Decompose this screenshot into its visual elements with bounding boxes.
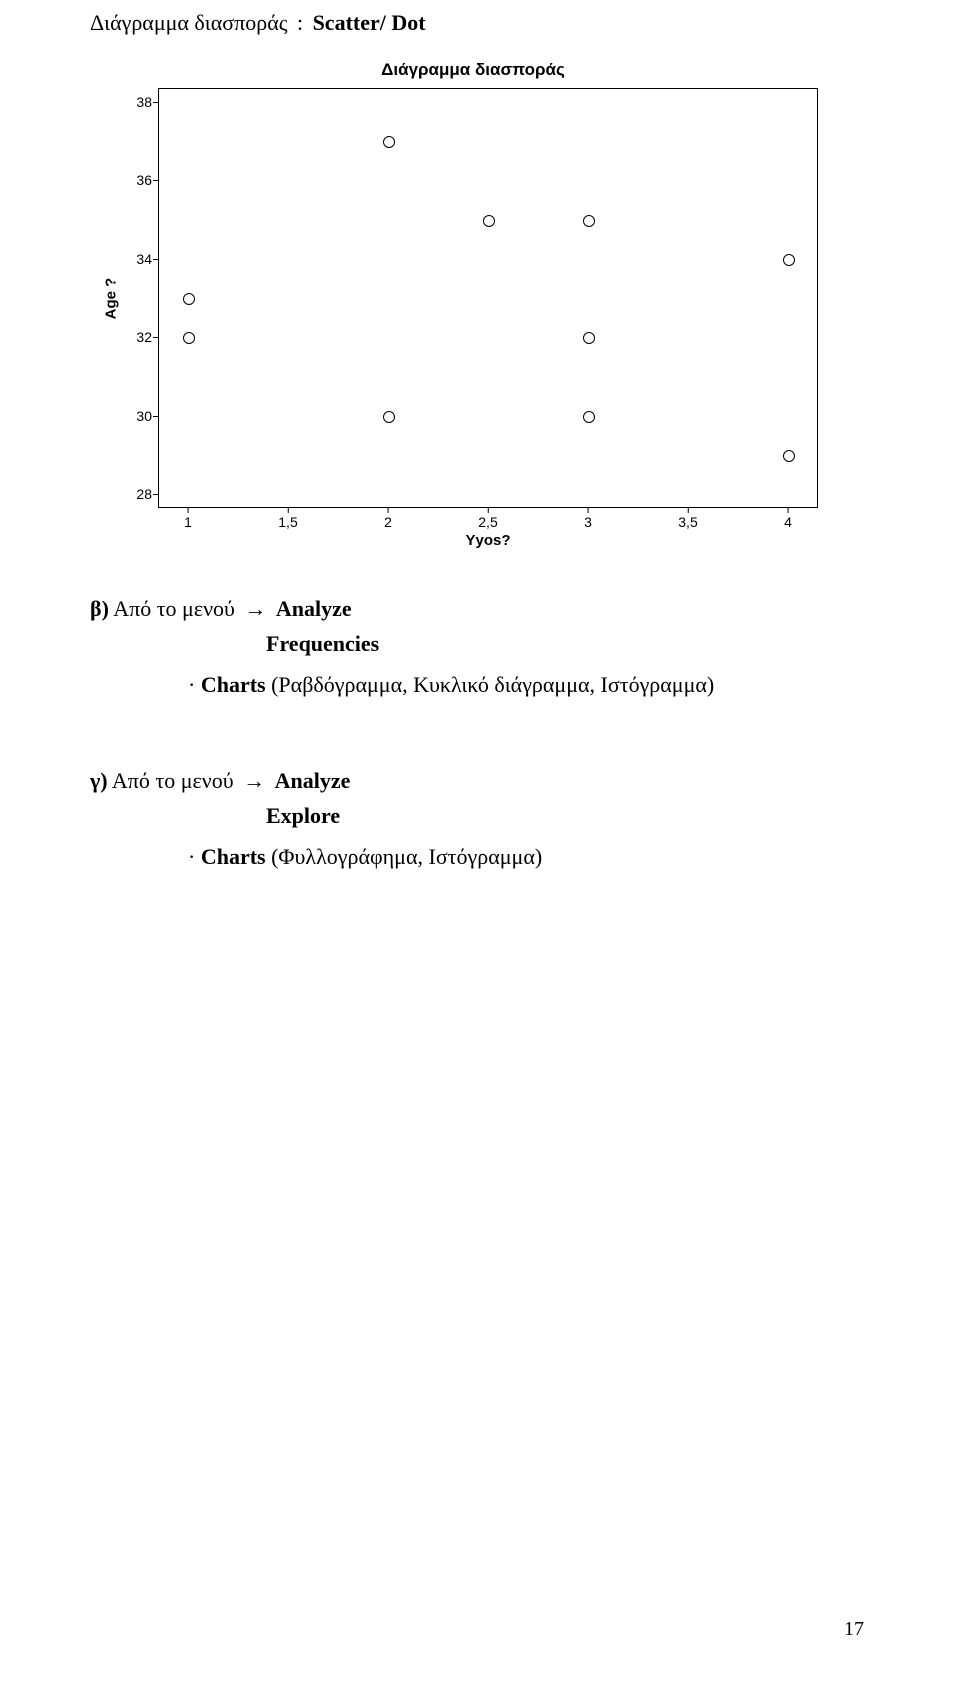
section-c-tag: γ)	[90, 768, 108, 793]
page-number: 17	[844, 1618, 864, 1641]
plot-area	[158, 88, 818, 508]
x-tick-label: 3	[584, 514, 592, 530]
section-c-charts-rest: (Φυλλογράφημα, Ιστόγραμμα)	[266, 844, 543, 869]
x-tick-label: 2,5	[478, 514, 497, 530]
y-axis-label: Age ?	[103, 277, 120, 319]
scatter-point	[183, 332, 195, 344]
y-axis-label-col: Age ?	[98, 88, 124, 508]
arrow-icon: →	[240, 596, 270, 621]
scatter-point	[383, 411, 395, 423]
x-axis-label: Yyos?	[158, 532, 818, 549]
scatter-point	[783, 450, 795, 462]
section-b-tag: β)	[90, 596, 109, 621]
section-c-line2: Explore	[266, 798, 870, 833]
plot-inner	[159, 89, 817, 507]
x-tick-label: 1,5	[278, 514, 297, 530]
y-axis-ticks: 283032343638	[124, 88, 158, 508]
title-prefix: Διάγραμμα διασποράς	[90, 10, 287, 35]
section-b-line2: Frequencies	[266, 626, 870, 661]
section-b-charts: · Charts (Ραβδόγραμμα, Κυκλικό διάγραμμα…	[188, 667, 870, 702]
page-title: Διάγραμμα διασποράς : Scatter/ Dot	[90, 10, 870, 36]
section-c-charts-label: Charts	[201, 844, 266, 869]
section-b-charts-rest: (Ραβδόγραμμα, Κυκλικό διάγραμμα, Ιστόγρα…	[266, 672, 715, 697]
scatter-point	[583, 215, 595, 227]
section-b-line1: β) Από το μενού → Analyze	[90, 591, 870, 626]
section-b-text: Από το μενού	[109, 596, 241, 621]
section-c-line1: γ) Από το μενού → Analyze	[90, 763, 870, 798]
scatter-point	[383, 136, 395, 148]
bullet-icon: ·	[188, 844, 195, 869]
x-axis-ticks: 1 1,5 2 2,5 3 3,5 4	[158, 508, 818, 530]
section-c-text: Από το μενού	[108, 768, 240, 793]
section-b: β) Από το μενού → Analyze Frequencies · …	[90, 591, 870, 703]
x-tick-label: 1	[184, 514, 192, 530]
bullet-icon: ·	[188, 672, 195, 697]
x-tick-label: 3,5	[678, 514, 697, 530]
x-tick-label: 2	[384, 514, 392, 530]
arrow-icon: →	[239, 768, 269, 793]
section-b-charts-label: Charts	[201, 672, 266, 697]
scatter-chart: Διάγραμμα διασποράς Age ? 283032343638 1…	[98, 60, 848, 549]
section-b-analyze: Analyze	[276, 596, 352, 621]
scatter-point	[183, 293, 195, 305]
section-c-charts: · Charts (Φυλλογράφημα, Ιστόγραμμα)	[188, 839, 870, 874]
scatter-point	[583, 332, 595, 344]
section-c-explore: Explore	[266, 803, 340, 828]
section-c: γ) Από το μενού → Analyze Explore · Char…	[90, 763, 870, 875]
scatter-point	[483, 215, 495, 227]
title-suffix: Scatter/ Dot	[313, 10, 426, 35]
x-tick-label: 4	[784, 514, 792, 530]
scatter-point	[583, 411, 595, 423]
chart-title: Διάγραμμα διασποράς	[98, 60, 848, 80]
chart-body: Age ? 283032343638	[98, 88, 848, 508]
scatter-point	[783, 254, 795, 266]
title-colon: :	[297, 10, 303, 35]
section-c-analyze: Analyze	[275, 768, 351, 793]
section-b-frequencies: Frequencies	[266, 631, 379, 656]
page: Διάγραμμα διασποράς : Scatter/ Dot Διάγρ…	[0, 0, 960, 1681]
